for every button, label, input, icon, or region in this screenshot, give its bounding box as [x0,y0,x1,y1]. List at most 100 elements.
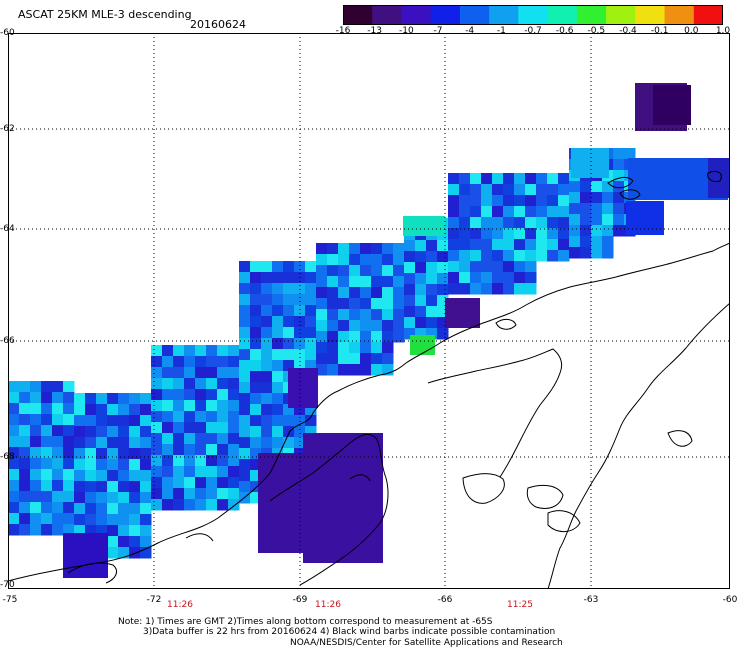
swath-cell [536,228,548,240]
swath-cell [250,448,262,460]
swath-cell [85,470,97,482]
swath-cell [96,514,108,526]
swath-cell [547,228,559,240]
swath-cell [74,415,86,427]
colorbar-swatch [693,5,723,25]
swath-cell [448,206,460,218]
swath-cell [393,331,405,343]
swath-cell [30,436,42,448]
colorbar [343,5,723,25]
swath-cell [569,247,581,259]
swath-cell [41,425,53,437]
swath-cell [558,239,570,251]
swath-cell [41,524,53,536]
colorbar-swatch [547,5,578,25]
swath-cell [613,214,625,226]
swath-patch [403,216,445,236]
swath-cell [195,466,207,478]
swath-cell [250,481,262,493]
swath-cell [63,491,75,503]
swath-cell [547,184,559,196]
swath-cell [360,276,372,288]
swath-cell [514,173,526,185]
swath-cell [74,459,86,471]
swath-cell [305,261,317,273]
swath-cell [382,309,394,321]
swath-cell [437,317,449,329]
swath-cell [569,236,581,248]
swath-cell [140,481,152,493]
swath-cell [261,338,273,350]
colorbar-label: -0.5 [587,26,606,36]
coastline-island-2 [526,484,564,509]
swath-cell [272,437,284,449]
swath-cell [118,514,130,526]
swath-cell [580,214,592,226]
swath-cell [118,426,130,438]
swath-cell [129,536,141,548]
swath-cell [129,481,141,493]
swath-cell [338,298,350,310]
colorbar-label: -13 [367,26,383,36]
swath-cell [96,492,108,504]
swath-cell [437,295,449,307]
swath-cell [140,437,152,449]
swath-cell [305,327,317,339]
swath-cell [129,393,141,405]
swath-cell [393,320,405,332]
swath-cell [316,309,328,321]
swath-cell [514,195,526,207]
swath-cell [437,284,449,296]
swath-cell [41,469,53,481]
swath-cell [85,481,97,493]
swath-cell [404,262,416,274]
swath-cell [338,353,350,365]
swath-cell [261,327,273,339]
swath-cell [283,316,295,328]
swath-cell [525,272,537,284]
swath-cell [525,184,537,196]
swath-cell [393,298,405,310]
swath-cell [52,524,64,536]
swath-cell [250,492,262,504]
swath-cell [118,492,130,504]
swath-cell [74,481,86,493]
swath-cell [415,251,427,263]
swath-cell [437,240,449,252]
swath-cell [305,294,317,306]
swath-cell [459,195,471,207]
swath-cell [492,217,504,229]
swath-cell [129,404,141,416]
coastline-inner-bay [427,348,563,478]
pass-time-label: 11:26 [167,600,193,610]
swath-cell [448,173,460,185]
swath-cell [118,437,130,449]
swath-cell [173,499,185,511]
swath-cell [371,265,383,277]
swath-cell [514,283,526,295]
swath-cell [52,414,64,426]
swath-cell [338,243,350,255]
swath-cell [437,273,449,285]
swath-cell [294,283,306,295]
swath-cell [360,265,372,277]
swath-cell [217,455,229,467]
swath-cell [437,328,449,340]
swath-cell [481,261,493,273]
swath-cell [393,265,405,277]
swath-cell [118,547,130,559]
swath-cell [173,356,185,368]
swath-cell [107,393,119,405]
swath-cell [52,425,64,437]
swath-cell [283,283,295,295]
swath-cell [250,294,262,306]
map-frame [8,33,730,589]
swath-cell [250,459,262,471]
swath-cell [118,448,130,460]
swath-cell [173,433,185,445]
swath-cell [426,306,438,318]
swath-cell [613,181,625,193]
coastline-south-bay-2 [185,533,214,542]
swath-cell [74,404,86,416]
swath-cell [261,437,273,449]
